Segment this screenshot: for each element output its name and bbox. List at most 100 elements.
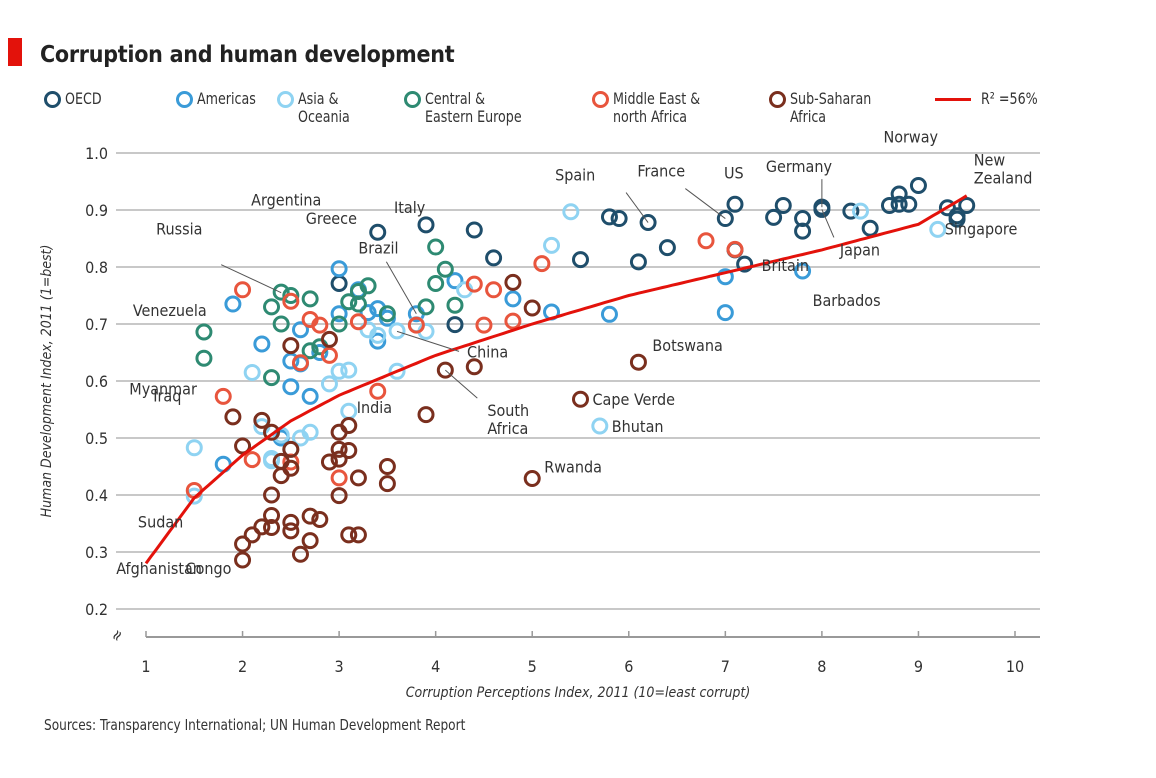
data-point-oecd [485, 249, 503, 267]
data-point-central-eastern-europe [446, 296, 464, 314]
data-point-asia-oceania [340, 361, 358, 379]
data-point-central-eastern-europe [263, 298, 281, 316]
data-point-central-eastern-europe [272, 283, 290, 301]
data-point-americas [311, 344, 329, 361]
legend-label: Americas [197, 89, 256, 108]
data-point-middle-east-north-africa [234, 281, 252, 299]
y-axis-title: Human Development Index, 2011 (1=best) [39, 245, 55, 518]
y-tick-label: 1.0 [85, 144, 108, 163]
data-point-americas [446, 272, 464, 290]
data-point-sub-saharan-africa [436, 361, 454, 379]
y-tick-label: 0.3 [85, 543, 108, 562]
data-point-asia-oceania [185, 487, 203, 505]
point-label: India [357, 398, 392, 417]
data-point-oecd [842, 202, 860, 220]
data-point-oecd [774, 196, 792, 214]
point-label: China [467, 342, 508, 361]
data-point-americas [369, 332, 387, 350]
point-label: Italy [394, 198, 426, 217]
y-tick-label: 0.7 [85, 315, 108, 334]
data-point-sub-saharan-africa [330, 450, 348, 468]
data-point-central-eastern-europe [340, 293, 358, 311]
data-point-middle-east-north-africa [369, 382, 387, 400]
leader-line [396, 330, 460, 352]
data-point-asia-oceania [185, 439, 203, 457]
point-label: Singapore [945, 219, 1018, 238]
data-point-central-eastern-europe [282, 287, 300, 304]
leader-line [220, 264, 282, 294]
data-point-sub-saharan-africa [330, 487, 348, 505]
x-axis-title: Corruption Perceptions Index, 2011 (10=l… [406, 685, 751, 701]
data-point-asia-oceania [388, 322, 406, 340]
point-label: Germany [766, 157, 833, 176]
data-point-sub-saharan-africa [340, 526, 358, 544]
legend-item-central-eastern-europe: Central & Eastern Europe [404, 90, 535, 126]
legend-label: Middle East & north Africa [613, 89, 701, 126]
data-point-sub-saharan-africa [340, 416, 358, 434]
data-point-oecd [900, 195, 918, 213]
circle-marker-icon [592, 91, 609, 108]
data-point-sub-saharan-africa [234, 551, 252, 569]
data-point-asia-oceania [340, 402, 358, 420]
data-point-central-eastern-europe [359, 277, 377, 295]
data-point-sub-saharan-africa [523, 469, 541, 487]
point-label: Rwanda [544, 457, 602, 476]
data-point-oecd [610, 210, 628, 228]
y-tick-label: 0.9 [85, 201, 108, 220]
data-point-sub-saharan-africa [282, 513, 300, 531]
point-label: New Zealand [974, 150, 1033, 187]
data-point-oecd [736, 255, 754, 273]
data-point-sub-saharan-africa [263, 423, 281, 441]
leader-line [821, 209, 835, 238]
data-point-sub-saharan-africa [504, 273, 522, 291]
data-point-sub-saharan-africa [282, 440, 300, 458]
data-point-americas [504, 290, 522, 308]
data-point-sub-saharan-africa [234, 535, 252, 553]
point-label: Russia [156, 220, 202, 239]
data-point-central-eastern-europe [349, 295, 367, 313]
data-point-oecd [465, 221, 483, 239]
data-point-sub-saharan-africa [263, 507, 281, 525]
data-point-middle-east-north-africa [697, 232, 715, 250]
legend-item-middle-east-north-africa: Middle East & north Africa [592, 90, 712, 126]
data-point-asia-oceania [543, 236, 561, 254]
data-point-middle-east-north-africa [291, 354, 309, 372]
data-point-americas [301, 387, 319, 405]
data-point-asia-oceania [330, 362, 348, 380]
point-label: Norway [883, 127, 938, 146]
data-point-sub-saharan-africa [224, 408, 242, 426]
data-point-middle-east-north-africa [320, 346, 338, 364]
data-point-americas [253, 335, 271, 353]
data-point-central-eastern-europe [272, 315, 290, 333]
leader-line [385, 261, 417, 314]
data-point-middle-east-north-africa [243, 451, 261, 469]
data-point-asia-oceania [243, 363, 261, 381]
x-tick-label: 9 [914, 657, 923, 676]
y-tick-label: 0.4 [85, 486, 108, 505]
data-point-sub-saharan-africa [234, 437, 252, 455]
data-point-sub-saharan-africa [349, 526, 367, 544]
data-point-oecd [716, 210, 734, 228]
data-point-middle-east-north-africa [282, 292, 300, 310]
legend-label: Asia & Oceania [298, 89, 350, 126]
legend-label: R² =56% [981, 89, 1038, 108]
data-point-asia-oceania [591, 417, 609, 435]
x-tick-label: 6 [624, 657, 633, 676]
circle-marker-icon [277, 91, 294, 108]
data-point-central-eastern-europe [417, 298, 435, 316]
data-point-middle-east-north-africa [214, 387, 232, 405]
point-label: US [724, 163, 744, 182]
data-point-sub-saharan-africa [253, 411, 271, 429]
point-label: Iraq [153, 386, 181, 405]
data-point-sub-saharan-africa [282, 522, 300, 540]
legend-item-americas: Americas [176, 90, 264, 108]
accent-bar [8, 38, 22, 66]
circle-marker-icon [44, 91, 61, 108]
y-tick-label: 0.5 [85, 429, 108, 448]
data-point-oecd [658, 239, 676, 257]
data-point-asia-oceania [301, 423, 319, 441]
data-point-middle-east-north-africa [485, 281, 503, 299]
point-label: Congo [186, 559, 232, 578]
data-point-americas [291, 321, 309, 339]
